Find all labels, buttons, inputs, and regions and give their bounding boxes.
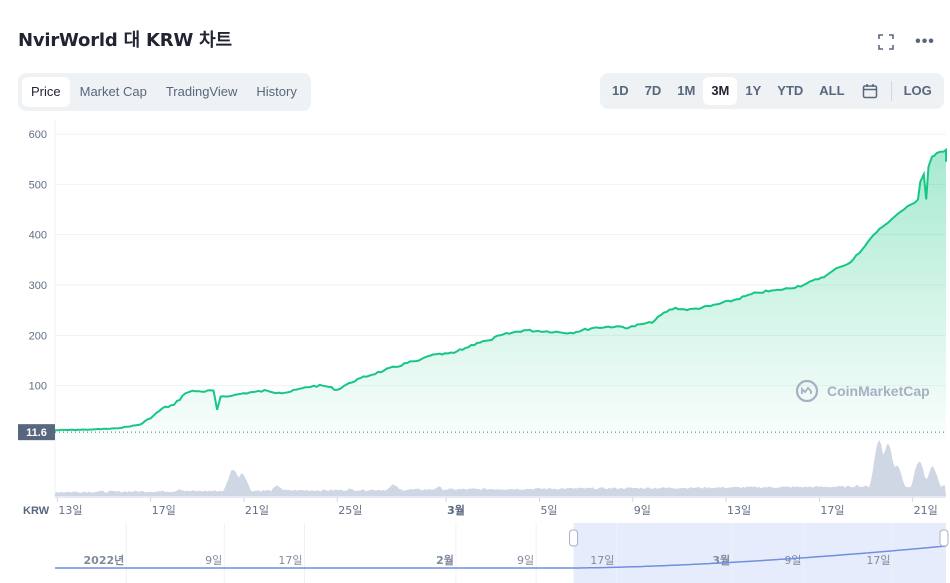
y-tick-label: 600 <box>29 129 47 141</box>
coinmarketcap-watermark: CoinMarketCap <box>795 379 930 403</box>
x-tick-label: 21일 <box>245 503 269 517</box>
navigator-label: 9일 <box>205 553 222 567</box>
expand-icon[interactable] <box>875 33 897 51</box>
x-axis: 13일 17일 21일 25일 3월 5일 9일 13일 17일 21일 <box>55 496 946 517</box>
y-tick-label: 500 <box>29 179 47 191</box>
page-title: NvirWorld 대 KRW 차트 <box>18 30 232 51</box>
chart-type-tabs: Price Market Cap TradingView History <box>18 73 311 111</box>
navigator-left-handle[interactable] <box>569 529 579 547</box>
y-tick-label: 400 <box>29 230 47 242</box>
x-tick-label: 25일 <box>338 503 362 517</box>
x-tick-label: 13일 <box>58 503 82 517</box>
tab-history[interactable]: History <box>256 84 297 99</box>
log-toggle[interactable]: LOG <box>903 83 932 98</box>
watermark-text: CoinMarketCap <box>827 383 930 399</box>
y-tick-label: 300 <box>29 280 47 292</box>
tab-market-cap[interactable]: Market Cap <box>79 84 147 99</box>
x-tick-label: 3월 <box>447 503 465 517</box>
range-ytd[interactable]: YTD <box>777 83 804 98</box>
x-tick-label: 9일 <box>634 503 651 517</box>
calendar-icon[interactable] <box>853 77 887 105</box>
current-price-badge <box>18 424 55 441</box>
range-7d[interactable]: 7D <box>644 83 662 98</box>
range-all[interactable]: ALL <box>819 83 845 98</box>
range-1y[interactable]: 1Y <box>745 83 762 98</box>
y-tick-label: 100 <box>29 381 47 393</box>
range-1d[interactable]: 1D <box>612 83 629 98</box>
x-tick-label: 13일 <box>727 503 751 517</box>
price-chart[interactable]: 600 500 400 300 200 100 11.6 CoinMarketCap KR… <box>0 120 950 583</box>
price-line <box>55 147 947 432</box>
navigator-label: 17일 <box>590 553 614 567</box>
price-area <box>55 149 946 440</box>
navigator-label: 2022년 <box>84 553 125 567</box>
x-tick-label: 21일 <box>914 503 938 517</box>
navigator-label: 9일 <box>517 553 534 567</box>
range-navigator[interactable]: 2022년 9일 17일 2월 9일 17일 3월 9일 17일 <box>55 523 949 583</box>
more-icon[interactable]: ••• <box>915 33 935 50</box>
current-price-label: 11.6 <box>26 427 47 439</box>
range-divider <box>890 81 892 101</box>
navigator-right-handle[interactable] <box>939 529 949 547</box>
x-tick-label: 17일 <box>820 503 844 517</box>
y-tick-label: 200 <box>29 330 47 342</box>
navigator-label: 17일 <box>278 553 302 567</box>
tab-tradingview[interactable]: TradingView <box>165 84 238 99</box>
navigator-selection <box>573 523 946 583</box>
coinmarketcap-logo-icon <box>795 379 819 403</box>
navigator-line <box>55 545 947 569</box>
tab-price[interactable]: Price <box>22 77 70 107</box>
volume-bars <box>55 440 946 496</box>
navigator-label: 3월 <box>712 553 730 567</box>
y-axis: 600 500 400 300 200 100 <box>29 129 47 393</box>
navigator-left-handle-grip[interactable] <box>569 529 579 547</box>
navigator-label: 9일 <box>784 553 801 567</box>
currency-label: KRW <box>23 505 50 517</box>
range-1m[interactable]: 1M <box>677 83 696 98</box>
navigator-right-handle-grip[interactable] <box>939 529 949 547</box>
x-tick-label: 17일 <box>152 503 176 517</box>
x-tick-label: 5일 <box>540 503 557 517</box>
navigator-label: 2월 <box>436 553 454 567</box>
navigator-label: 17일 <box>866 553 890 567</box>
volume-area <box>55 440 946 496</box>
time-range-selector: 1D 7D 1M 3M 1Y YTD ALL LOG <box>600 73 944 109</box>
range-3m[interactable]: 3M <box>703 77 738 105</box>
